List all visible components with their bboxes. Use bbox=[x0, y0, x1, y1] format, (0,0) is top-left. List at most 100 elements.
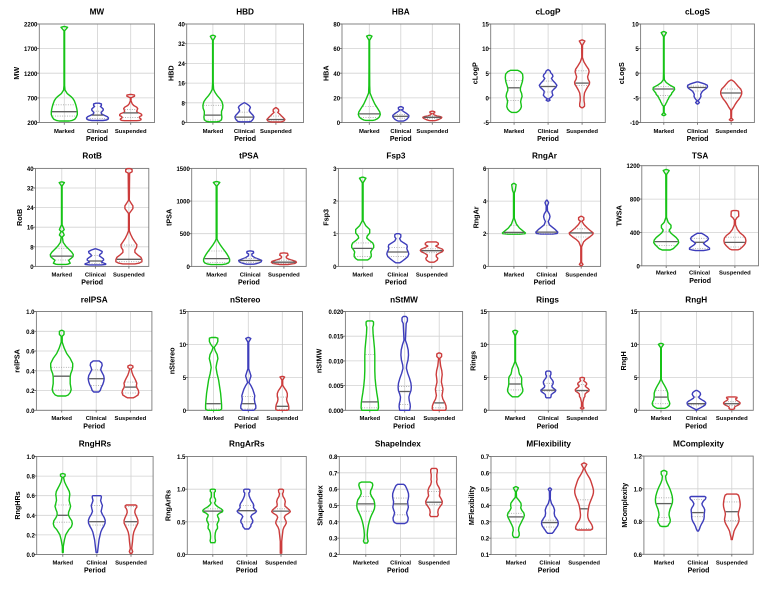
svg-text:RngAr: RngAr bbox=[532, 151, 558, 160]
svg-text:500: 500 bbox=[180, 232, 191, 238]
svg-text:0.2: 0.2 bbox=[329, 553, 338, 559]
svg-text:Clinical: Clinical bbox=[387, 273, 408, 279]
svg-text:Period: Period bbox=[236, 568, 258, 575]
svg-text:80: 80 bbox=[333, 23, 340, 29]
svg-text:0.0: 0.0 bbox=[26, 553, 35, 559]
svg-text:0.2: 0.2 bbox=[26, 389, 35, 395]
svg-text:Marketed: Marketed bbox=[353, 561, 379, 567]
svg-text:10: 10 bbox=[179, 343, 186, 349]
svg-text:Suspended: Suspended bbox=[266, 416, 298, 422]
svg-text:Marked: Marked bbox=[504, 129, 525, 135]
svg-text:0.1: 0.1 bbox=[481, 553, 490, 559]
svg-text:Period: Period bbox=[685, 423, 707, 430]
svg-text:0.005: 0.005 bbox=[328, 384, 344, 390]
svg-text:0: 0 bbox=[183, 409, 187, 415]
svg-text:Clinical: Clinical bbox=[686, 416, 707, 422]
svg-text:RngArRs: RngArRs bbox=[164, 490, 173, 521]
svg-text:0.020: 0.020 bbox=[328, 310, 344, 316]
svg-text:0.5: 0.5 bbox=[481, 488, 490, 494]
svg-text:RngHRs: RngHRs bbox=[79, 439, 112, 448]
svg-text:relPSA: relPSA bbox=[81, 295, 108, 304]
svg-text:ShapeIndex: ShapeIndex bbox=[315, 485, 324, 525]
svg-text:0: 0 bbox=[333, 265, 337, 271]
svg-text:Clinical: Clinical bbox=[538, 129, 559, 135]
svg-text:15: 15 bbox=[480, 310, 487, 316]
svg-text:RngH: RngH bbox=[619, 351, 628, 370]
svg-text:tPSA: tPSA bbox=[164, 209, 173, 226]
svg-text:Suspended: Suspended bbox=[566, 129, 598, 135]
svg-text:0: 0 bbox=[483, 265, 487, 271]
svg-text:0.6: 0.6 bbox=[26, 494, 35, 500]
svg-text:-5: -5 bbox=[483, 121, 489, 127]
svg-text:0.3: 0.3 bbox=[329, 537, 338, 543]
svg-text:Period: Period bbox=[385, 280, 407, 287]
svg-text:Suspended: Suspended bbox=[416, 129, 448, 135]
svg-text:16: 16 bbox=[27, 226, 34, 232]
svg-text:5: 5 bbox=[635, 47, 639, 53]
svg-text:1.0: 1.0 bbox=[177, 488, 186, 494]
svg-text:MW: MW bbox=[12, 67, 21, 80]
svg-text:0.4: 0.4 bbox=[26, 369, 35, 375]
svg-text:16: 16 bbox=[178, 82, 185, 88]
svg-text:0.010: 0.010 bbox=[328, 359, 344, 365]
svg-text:Marked: Marked bbox=[352, 273, 373, 279]
svg-text:0: 0 bbox=[637, 264, 641, 270]
svg-text:Clinical: Clinical bbox=[87, 129, 108, 135]
svg-text:0: 0 bbox=[635, 72, 639, 78]
svg-text:Suspended: Suspended bbox=[719, 271, 751, 277]
svg-text:Marked: Marked bbox=[206, 273, 227, 279]
svg-text:RngH: RngH bbox=[685, 295, 707, 304]
svg-text:5: 5 bbox=[485, 72, 489, 78]
svg-text:0: 0 bbox=[186, 265, 190, 271]
svg-text:Period: Period bbox=[534, 280, 556, 287]
svg-text:Period: Period bbox=[689, 278, 711, 285]
svg-text:0: 0 bbox=[484, 409, 488, 415]
svg-text:Clinical: Clinical bbox=[687, 561, 708, 567]
svg-text:0.4: 0.4 bbox=[26, 514, 35, 520]
svg-text:Suspended: Suspended bbox=[416, 273, 448, 279]
svg-text:0.8: 0.8 bbox=[329, 455, 338, 461]
svg-text:Marked: Marked bbox=[506, 561, 527, 567]
svg-text:Period: Period bbox=[238, 280, 260, 287]
svg-text:TSA: TSA bbox=[692, 151, 708, 160]
svg-text:5: 5 bbox=[634, 376, 638, 382]
svg-text:RngArRs: RngArRs bbox=[229, 439, 265, 448]
svg-text:200: 200 bbox=[27, 121, 38, 127]
svg-text:HBD: HBD bbox=[236, 7, 254, 16]
svg-text:relPSA: relPSA bbox=[13, 349, 22, 373]
svg-text:HBA: HBA bbox=[392, 7, 410, 16]
svg-text:Suspended: Suspended bbox=[260, 129, 292, 135]
svg-text:tPSA: tPSA bbox=[239, 151, 259, 160]
svg-text:24: 24 bbox=[27, 206, 34, 212]
svg-text:Period: Period bbox=[387, 568, 409, 575]
svg-text:0.8: 0.8 bbox=[26, 330, 35, 336]
svg-text:15: 15 bbox=[482, 23, 489, 29]
svg-text:0.000: 0.000 bbox=[328, 409, 344, 415]
svg-text:Clinical: Clinical bbox=[390, 129, 411, 135]
svg-text:Clinical: Clinical bbox=[86, 561, 107, 567]
svg-text:Suspended: Suspended bbox=[268, 273, 300, 279]
svg-text:Marked: Marked bbox=[651, 416, 672, 422]
svg-text:Period: Period bbox=[687, 136, 709, 143]
svg-text:Clinical: Clinical bbox=[390, 561, 411, 567]
svg-text:Period: Period bbox=[390, 136, 412, 143]
svg-text:1200: 1200 bbox=[627, 164, 641, 170]
svg-text:15: 15 bbox=[179, 310, 186, 316]
svg-text:nStereo: nStereo bbox=[168, 347, 177, 374]
svg-text:RotB: RotB bbox=[82, 151, 102, 160]
svg-text:700: 700 bbox=[27, 96, 38, 102]
svg-text:0.8: 0.8 bbox=[634, 520, 643, 526]
svg-text:Rings: Rings bbox=[536, 295, 559, 304]
svg-text:Marked: Marked bbox=[359, 129, 380, 135]
svg-text:Suspended: Suspended bbox=[568, 561, 600, 567]
svg-text:0.8: 0.8 bbox=[26, 475, 35, 481]
svg-text:Suspended: Suspended bbox=[716, 561, 748, 567]
svg-text:8: 8 bbox=[30, 245, 34, 251]
svg-text:RngHRs: RngHRs bbox=[13, 491, 22, 519]
svg-text:MComplexity: MComplexity bbox=[620, 483, 629, 528]
svg-text:HBD: HBD bbox=[166, 65, 175, 81]
svg-text:Suspended: Suspended bbox=[565, 273, 597, 279]
svg-text:Suspended: Suspended bbox=[115, 416, 147, 422]
svg-text:Clinical: Clinical bbox=[236, 561, 257, 567]
svg-text:TWSA: TWSA bbox=[615, 205, 624, 226]
